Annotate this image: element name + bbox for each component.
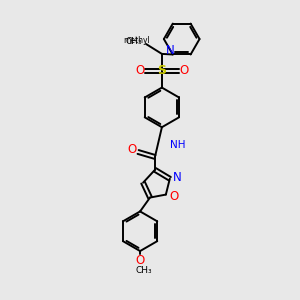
Text: CH₃: CH₃ bbox=[125, 37, 142, 46]
Text: O: O bbox=[179, 64, 188, 77]
Text: N: N bbox=[166, 44, 175, 57]
Text: NH: NH bbox=[170, 140, 185, 150]
Text: S: S bbox=[158, 64, 166, 77]
Text: O: O bbox=[136, 254, 145, 268]
Text: N: N bbox=[173, 171, 182, 184]
Text: O: O bbox=[136, 64, 145, 77]
Text: methyl: methyl bbox=[124, 35, 151, 44]
Text: O: O bbox=[128, 142, 137, 155]
Text: O: O bbox=[169, 190, 178, 203]
Text: CH₃: CH₃ bbox=[136, 266, 152, 275]
